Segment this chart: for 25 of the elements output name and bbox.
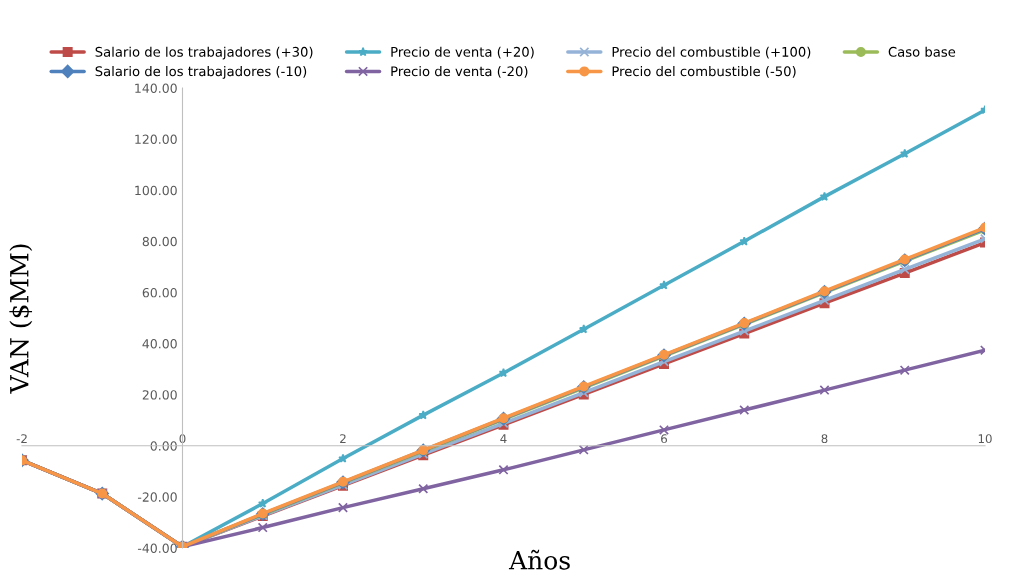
- y-tick-label: 20.00: [142, 390, 177, 400]
- x-tick-label: 2: [340, 434, 346, 443]
- legend-label: Precio del combustible (+100): [612, 46, 811, 59]
- x-tick-label: 8: [821, 434, 828, 444]
- x-tick-label: 4: [500, 434, 507, 443]
- y-tick-label: 100.00: [135, 185, 177, 196]
- y-tick-label: -40.00: [137, 543, 177, 553]
- legend-label: Precio de venta (-20): [391, 65, 528, 78]
- y-tick-label: 40.00: [142, 339, 177, 349]
- y-tick-label: 0.00: [150, 441, 177, 451]
- x-axis-title: Años: [508, 549, 570, 570]
- x-tick-label: -2: [16, 434, 27, 443]
- y-tick-label: 60.00: [142, 287, 177, 298]
- y-tick-label: -20.00: [137, 492, 177, 502]
- legend-label: Salario de los trabajadores (-10): [95, 65, 307, 79]
- y-tick-label: 140.00: [135, 83, 177, 93]
- x-tick-label: 10: [978, 434, 992, 444]
- y-tick-label: 120.00: [135, 134, 177, 145]
- x-tick-label: 6: [661, 434, 668, 444]
- legend-label: Precio del combustible (-50): [612, 65, 796, 78]
- legend-label: Salario de los trabajadores (+30): [95, 46, 313, 60]
- legend-label: Precio de venta (+20): [391, 46, 534, 59]
- y-axis-title: VAN ($MM): [9, 244, 33, 394]
- y-tick-label: 80.00: [142, 236, 177, 247]
- legend-label: Caso base: [888, 46, 956, 57]
